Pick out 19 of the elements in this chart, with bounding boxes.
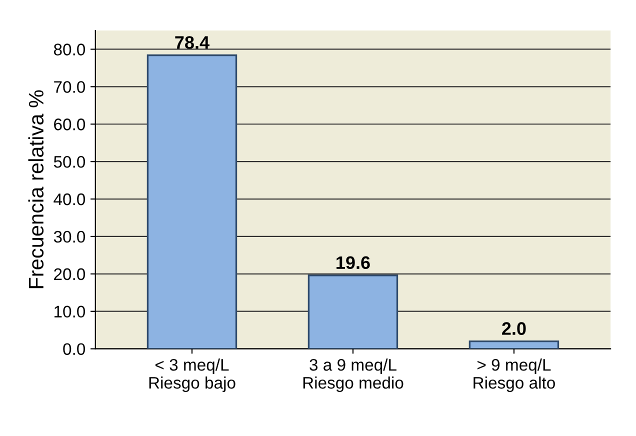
data-label: 19.6: [336, 256, 370, 270]
y-tick-label: 0.0: [63, 343, 86, 356]
y-tick-label: 30.0: [54, 230, 86, 243]
bar: [468, 340, 560, 349]
x-tick-label: < 3 meq/L Riesgo bajo: [149, 358, 236, 392]
y-tick-label: 40.0: [54, 193, 86, 206]
y-tick-label: 60.0: [54, 118, 86, 130]
y-tick-label: 20.0: [54, 268, 86, 280]
x-tick-label: 3 a 9 meq/L Riesgo medio: [303, 358, 404, 392]
x-tick-label: > 9 meq/L Riesgo alto: [474, 358, 555, 392]
y-tick-label: 50.0: [54, 156, 86, 168]
data-label: 78.4: [175, 36, 210, 49]
y-axis-title: Frecuencia relativa %: [28, 90, 44, 288]
bar: [146, 54, 238, 349]
bar: [308, 274, 398, 349]
y-tick-label: 80.0: [54, 44, 86, 56]
data-label: 2.0: [502, 322, 526, 335]
y-tick-label: 10.0: [54, 306, 86, 318]
y-tick-label: 70.0: [54, 81, 86, 93]
